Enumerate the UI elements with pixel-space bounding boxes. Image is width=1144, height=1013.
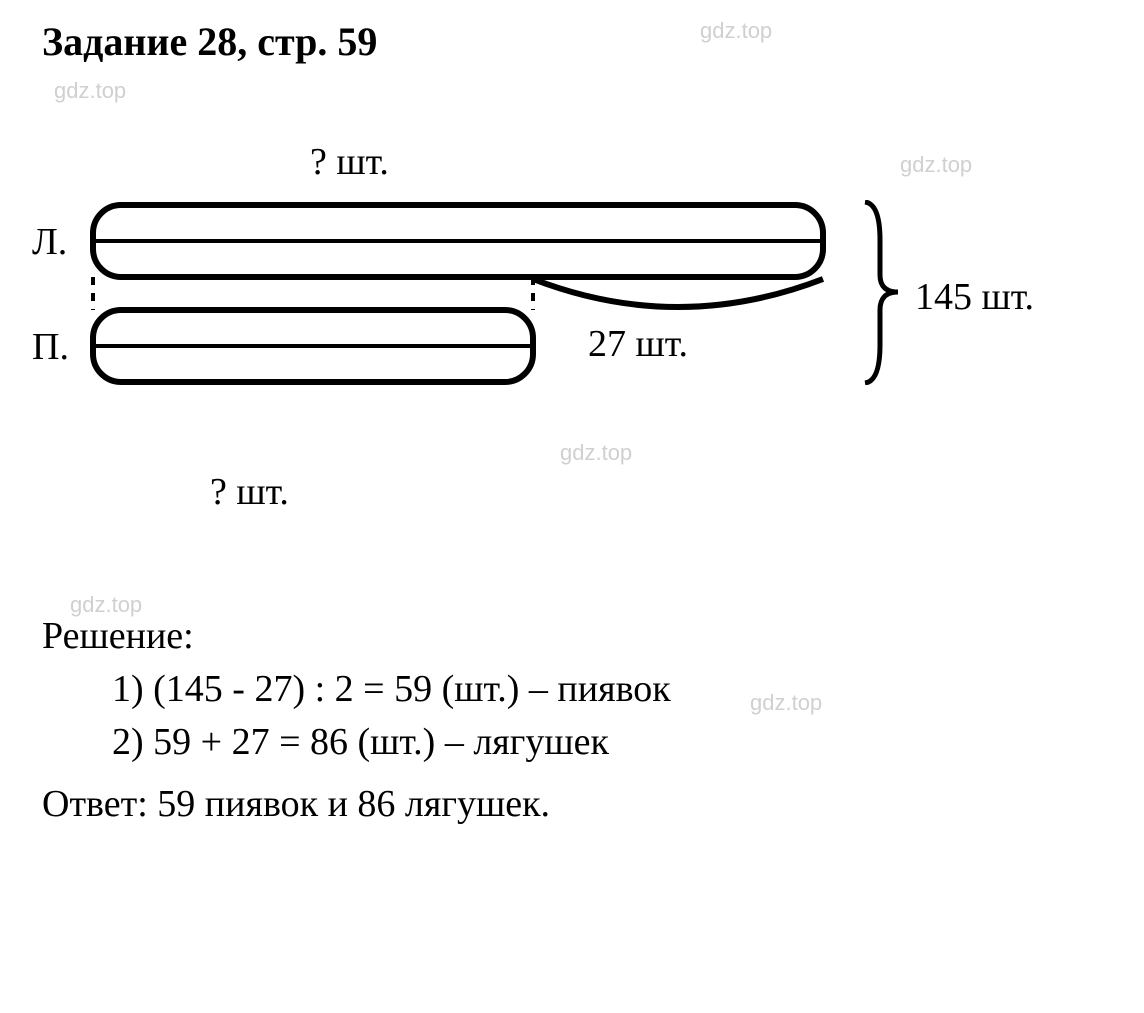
watermark: gdz.top <box>750 690 822 716</box>
watermark: gdz.top <box>54 78 126 104</box>
brace-icon <box>860 200 900 385</box>
bottom-question-label: ? шт. <box>210 470 289 514</box>
row-l-label: Л. <box>32 220 67 264</box>
solution-block: Решение: 1) (145 - 27) : 2 = 59 (шт.) – … <box>42 610 671 831</box>
watermark: gdz.top <box>560 440 632 466</box>
top-question-label: ? шт. <box>310 140 389 184</box>
solution-answer: Ответ: 59 пиявок и 86 лягушек. <box>42 778 671 831</box>
watermark: gdz.top <box>70 592 142 618</box>
watermark: gdz.top <box>700 18 772 44</box>
solution-step-2: 2) 59 + 27 = 86 (шт.) – лягушек <box>112 716 671 769</box>
diagram: ? шт. Л. П. ? шт. 27 шт. 145 шт. <box>0 140 1000 500</box>
row-p-label: П. <box>32 325 69 369</box>
watermark: gdz.top <box>900 152 972 178</box>
solution-step-1: 1) (145 - 27) : 2 = 59 (шт.) – пиявок <box>112 663 671 716</box>
page-title: Задание 28, стр. 59 <box>42 18 377 65</box>
bar-diagram-svg <box>88 195 848 465</box>
total-label: 145 шт. <box>915 275 1034 319</box>
